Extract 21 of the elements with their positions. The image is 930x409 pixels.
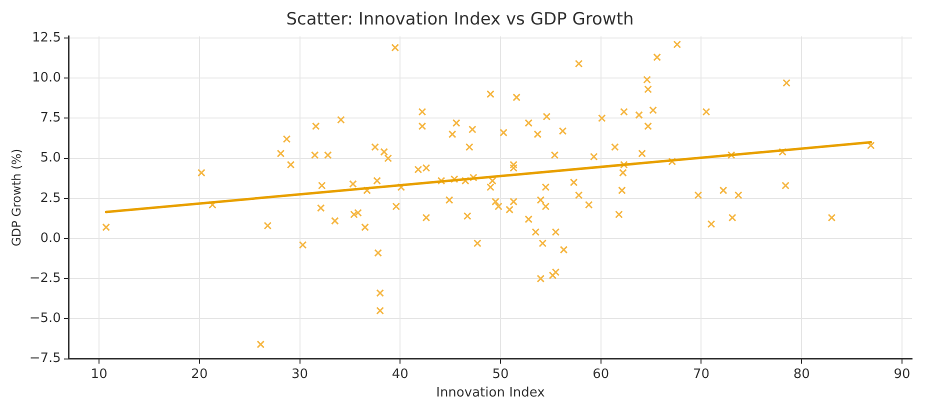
y-tick-label: 10.0	[32, 70, 61, 86]
y-axis-title: GDP Growth (%)	[9, 148, 24, 246]
y-tick-label: 0.0	[40, 230, 61, 246]
x-tick-label: 20	[191, 366, 208, 382]
x-tick-label: 30	[292, 366, 308, 382]
x-tick-label: 10	[90, 366, 108, 382]
y-tick-label: −2.5	[29, 270, 61, 286]
x-tick-label: 70	[692, 366, 710, 382]
x-tick-label: 80	[793, 366, 810, 382]
y-tick-label: 7.5	[40, 110, 61, 126]
chart-title: Scatter: Innovation Index vs GDP Growth	[286, 10, 634, 30]
x-axis-title: Innovation Index	[436, 386, 546, 401]
y-tick-label: 12.5	[32, 30, 61, 46]
y-tick-label: 5.0	[40, 150, 61, 166]
x-tick-label: 60	[592, 366, 610, 382]
x-tick-label: 90	[894, 366, 910, 382]
y-tick-label: 2.5	[40, 190, 61, 206]
y-tick-label: −5.0	[29, 311, 61, 326]
x-tick-label: 40	[392, 366, 408, 382]
y-tick-label: −7.5	[29, 351, 61, 366]
x-tick-label: 50	[492, 366, 509, 382]
